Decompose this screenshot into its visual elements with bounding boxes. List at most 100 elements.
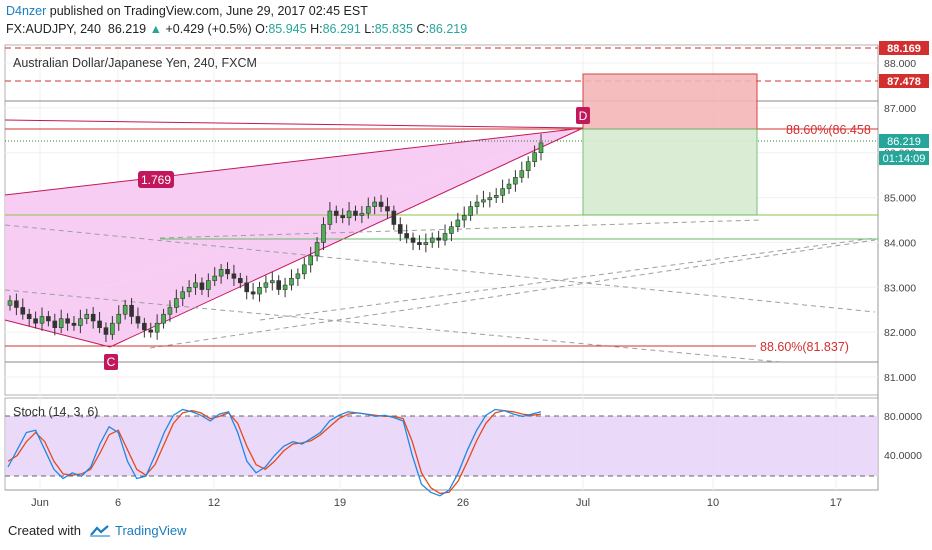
candle-body: [410, 237, 416, 243]
ratio-label: 1.769: [141, 173, 171, 187]
high-value: 86.291: [322, 22, 361, 36]
fib-label-upper: 88.60%(86.458: [786, 123, 871, 137]
ratio-label-box: [138, 171, 174, 188]
point-c-box: [104, 354, 118, 370]
candle-body: [481, 199, 486, 203]
price-tick-label: 84.000: [884, 237, 916, 249]
tradingview-brand[interactable]: TradingView: [114, 523, 187, 538]
candle-body: [122, 304, 128, 315]
candle-body: [289, 278, 294, 286]
candle-body: [238, 278, 243, 284]
candle-body: [129, 304, 134, 317]
last-price: 86.219: [107, 22, 147, 36]
price-tag-87478-box: [879, 74, 929, 88]
time-axis-ticks: Jun 6 12 19 26 Jul 10 17: [31, 497, 842, 509]
candle-body: [110, 322, 115, 335]
author-link[interactable]: D4nzer: [6, 4, 47, 18]
candle-body: [506, 183, 512, 189]
point-d-box: [576, 107, 590, 124]
candle-body: [276, 280, 281, 290]
candle-body: [461, 215, 467, 221]
candle-body: [26, 313, 32, 320]
stoch-band: [6, 416, 878, 476]
candle-body: [474, 201, 480, 207]
high-label: H:: [310, 22, 323, 36]
stoch-lines: [7, 408, 542, 497]
time-tick-label: 26: [457, 497, 469, 509]
candle-body: [321, 224, 326, 243]
candle-body: [142, 322, 147, 331]
candle-body: [135, 316, 141, 324]
candle-body: [353, 210, 358, 216]
pattern-cd-fill: [5, 128, 583, 347]
low-value: 85.835: [374, 22, 413, 36]
time-tick-label: 10: [707, 497, 719, 509]
candle-body: [455, 219, 461, 228]
candle-body: [340, 215, 345, 219]
candle-body: [161, 313, 166, 324]
time-tick-label: 17: [830, 497, 842, 509]
published-text: published on TradingView.com, June 29, 2…: [49, 4, 368, 18]
candle-body: [52, 320, 58, 328]
candle-body: [263, 282, 269, 288]
candle-body: [346, 210, 352, 219]
time-tick-label: Jul: [576, 497, 590, 509]
candle-body: [33, 318, 38, 324]
candle-body: [244, 282, 250, 293]
candle-body: [314, 242, 320, 257]
publish-line: D4nzer published on TradingView.com, Jun…: [6, 4, 368, 18]
candle-body: [391, 210, 397, 225]
candle-body: [78, 318, 83, 326]
price-change: +0.429 (+0.5%): [165, 22, 252, 36]
candle-body: [442, 233, 448, 241]
candle-body: [7, 300, 13, 306]
price-tick-label: 82.000: [884, 327, 916, 339]
countdown-box: [879, 151, 929, 165]
candle-body: [436, 237, 441, 241]
candle-body: [429, 237, 435, 243]
candle-body: [231, 273, 237, 279]
close-label: C:: [416, 22, 429, 36]
symbol-name[interactable]: FX:AUDJPY, 240: [6, 22, 101, 36]
candle-body: [295, 273, 301, 279]
candle-body: [39, 316, 45, 324]
candle-body: [20, 307, 26, 315]
symbol-line: FX:AUDJPY, 240 86.219 ▲ +0.429 (+0.5%) O…: [6, 22, 467, 36]
candle-body: [46, 316, 51, 322]
open-value: 85.945: [268, 22, 307, 36]
candle-body: [180, 291, 186, 299]
candle-body: [167, 307, 173, 315]
candle-body: [513, 177, 518, 185]
fib-label-lower: 88.60%(81.837): [760, 340, 849, 354]
candle-body: [378, 201, 384, 207]
candle-body: [199, 282, 205, 290]
stoch-k-line: [7, 408, 542, 497]
tradingview-logo-icon: [89, 524, 110, 537]
pattern-upper-line: [4, 127, 584, 196]
price-tick-label: 88.000: [884, 58, 916, 70]
candle-body: [186, 287, 192, 293]
price-tick-label: 85.000: [884, 193, 916, 205]
stoch-d-line: [7, 409, 542, 495]
price-tag-last-box: [879, 134, 929, 148]
pattern-cd-line: [109, 127, 584, 348]
candle-body: [301, 264, 307, 275]
price-tag-87478: 87.478: [887, 76, 921, 88]
price-tick-label: 81.000: [884, 372, 916, 384]
candle-body: [212, 275, 218, 281]
candle-body: [225, 269, 230, 275]
target-zone-box: [582, 73, 758, 130]
low-label: L:: [364, 22, 375, 36]
close-value: 86.219: [428, 22, 468, 36]
footer: Created with TradingView: [8, 523, 187, 538]
price-chart[interactable]: 1.769 C D 88.60%(86.458 88.60%(81.837) A…: [0, 40, 932, 518]
candle-body: [257, 287, 262, 295]
candle-body: [417, 242, 422, 245]
candle-body: [449, 226, 454, 234]
candle-body: [404, 233, 409, 239]
candle-body: [308, 255, 313, 266]
price-tick-label: 87.000: [884, 103, 916, 115]
candle-body: [71, 322, 77, 326]
candle-body: [487, 197, 493, 201]
candle-body: [14, 300, 19, 308]
